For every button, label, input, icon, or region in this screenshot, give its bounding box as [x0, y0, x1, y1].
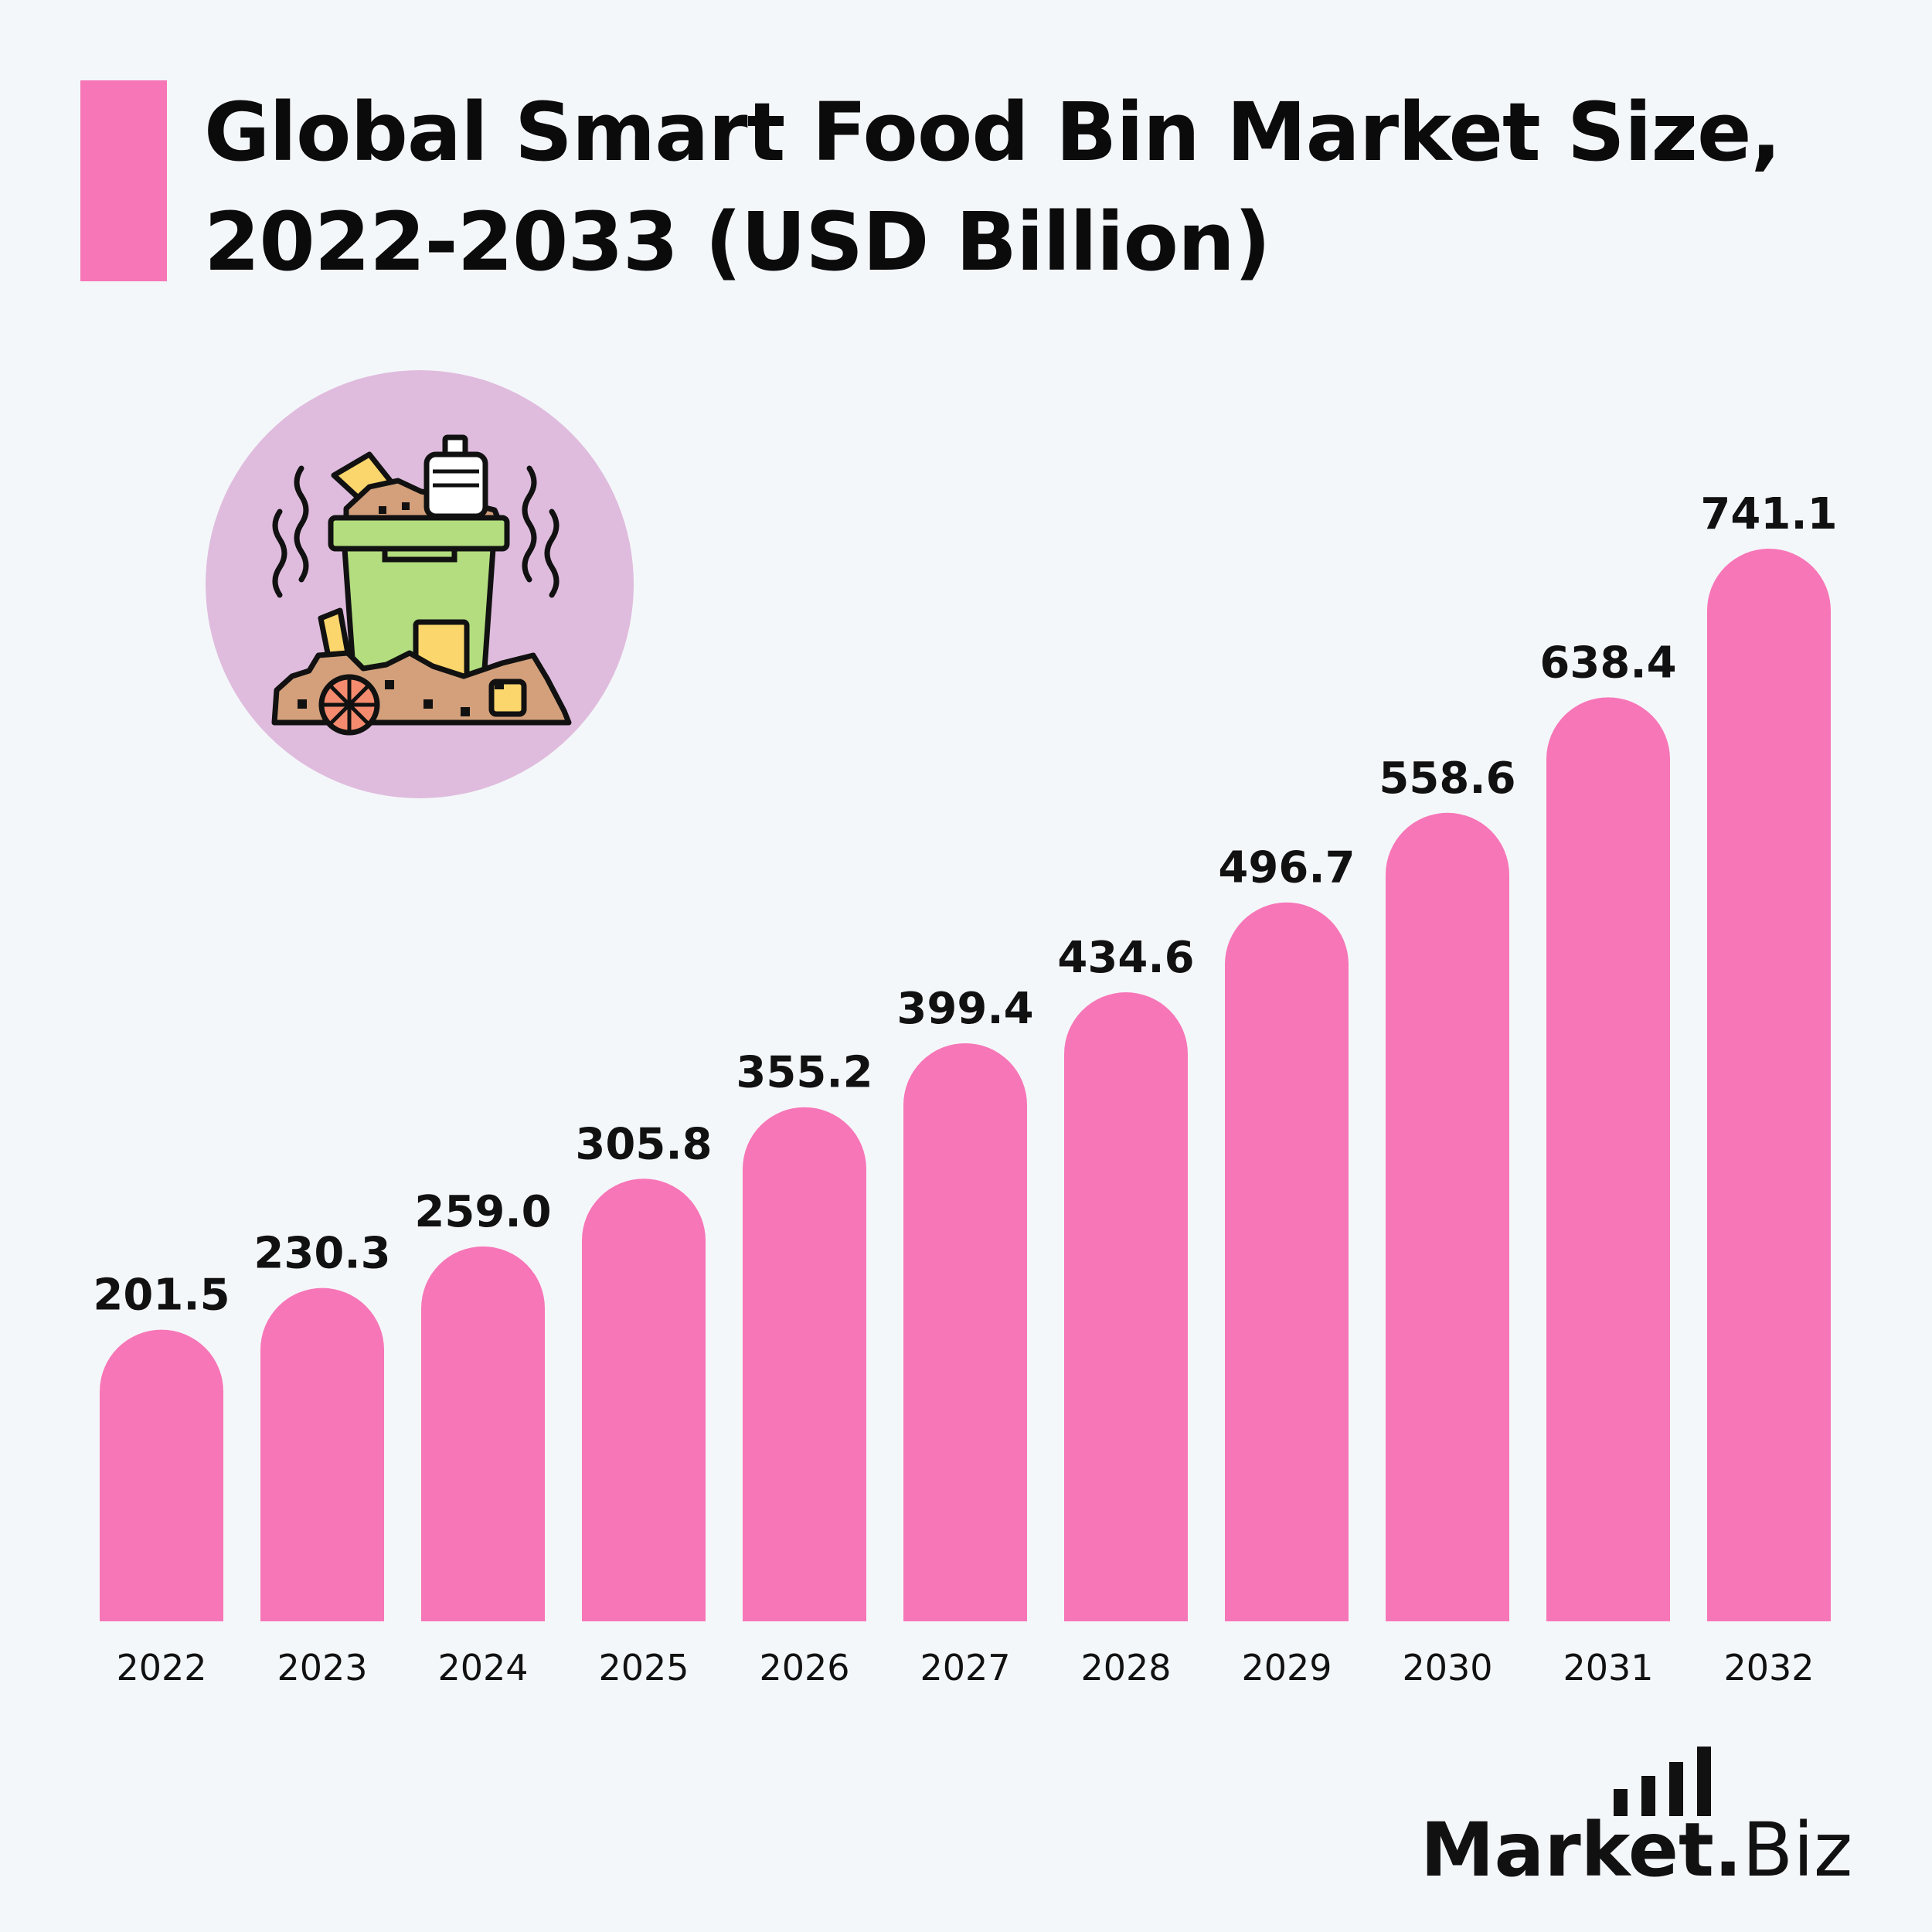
brand-name-strong: Market [1420, 1807, 1714, 1893]
x-tick-2024: 2024 [437, 1647, 528, 1689]
value-label-2032: 741.1 [1700, 489, 1837, 539]
brand-name-light: Biz [1742, 1807, 1853, 1893]
x-tick-2025: 2025 [598, 1647, 689, 1689]
bar-2031 [1546, 697, 1670, 1621]
bar-2024 [421, 1246, 545, 1621]
brand-dot: . [1713, 1807, 1743, 1893]
bar-2025 [582, 1179, 706, 1621]
value-label-2030: 558.6 [1379, 753, 1515, 804]
value-label-2025: 305.8 [575, 1119, 712, 1169]
brand-logo: Market.Biz [1420, 1747, 1884, 1889]
bar-2032 [1707, 549, 1831, 1621]
x-tick-2022: 2022 [116, 1647, 206, 1689]
title-accent-bar [80, 80, 167, 281]
x-tick-2027: 2027 [920, 1647, 1010, 1689]
value-label-2022: 201.5 [93, 1270, 230, 1321]
x-tick-2030: 2030 [1402, 1647, 1492, 1689]
bar-2022 [100, 1329, 223, 1621]
x-tick-2032: 2032 [1723, 1647, 1814, 1689]
bar-2023 [260, 1287, 384, 1621]
value-label-2027: 399.4 [896, 984, 1033, 1034]
brand-bars-icon [1614, 1747, 1711, 1816]
x-tick-2029: 2029 [1241, 1647, 1332, 1689]
value-label-2028: 434.6 [1057, 933, 1194, 983]
chart-title-line-2: 2022-2033 (USD Billion) [204, 195, 1271, 289]
bars-group [100, 549, 1831, 1621]
chart-title-line-1: Global Smart Food Bin Market Size, [204, 85, 1781, 179]
x-tick-2028: 2028 [1080, 1647, 1171, 1689]
x-tick-labels-group: 2022 2023 2024 2025 2026 2027 2028 2029 2030 2031… [116, 1647, 1814, 1689]
bar-2026 [743, 1107, 866, 1621]
value-label-2026: 355.2 [736, 1048, 872, 1098]
x-tick-2031: 2031 [1563, 1647, 1653, 1689]
overflowing-trash-bin-icon [206, 370, 634, 798]
value-label-2031: 638.4 [1539, 638, 1676, 688]
bar-2027 [903, 1043, 1027, 1621]
value-labels-group: 201.5 230.3 259.0 305.8 355.2 399.4 434.6 496.7… [93, 489, 1837, 1321]
value-label-2023: 230.3 [253, 1229, 390, 1279]
x-tick-2026: 2026 [759, 1647, 849, 1689]
bar-2030 [1386, 812, 1509, 1621]
brand-wordmark: Market.Biz [1420, 1811, 1852, 1889]
x-tick-2023: 2023 [277, 1647, 367, 1689]
bar-2028 [1064, 992, 1188, 1621]
value-label-2029: 496.7 [1218, 843, 1355, 893]
chart-title: Global Smart Food Bin Market Size, 2022-… [204, 77, 1889, 297]
value-label-2024: 259.0 [414, 1187, 551, 1237]
bar-2029 [1225, 902, 1349, 1621]
